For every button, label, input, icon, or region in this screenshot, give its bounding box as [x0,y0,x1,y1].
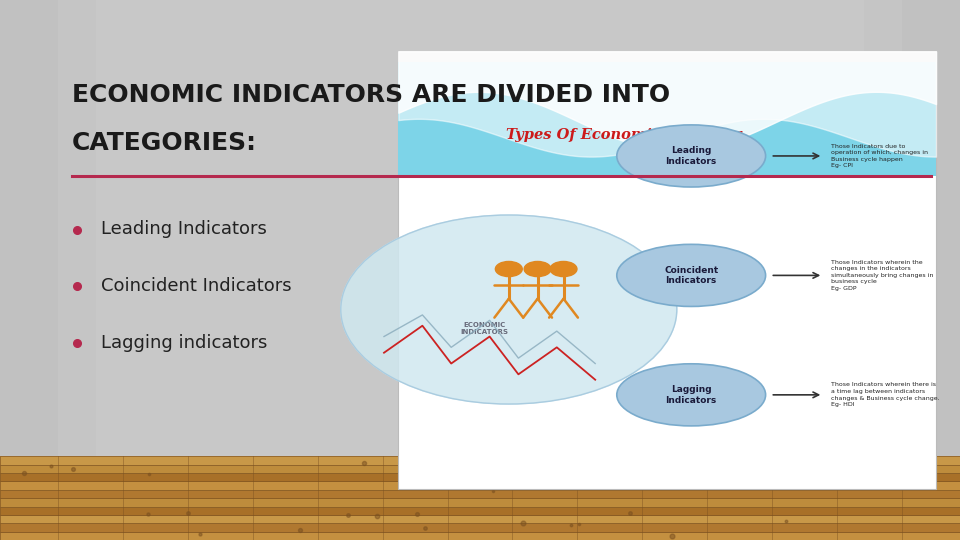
FancyBboxPatch shape [0,498,960,507]
Text: CATEGORIES:: CATEGORIES: [72,131,257,155]
FancyBboxPatch shape [0,531,960,540]
FancyBboxPatch shape [0,0,960,456]
Text: ECONOMIC
INDICATORS: ECONOMIC INDICATORS [461,322,509,335]
Ellipse shape [616,364,765,426]
FancyBboxPatch shape [398,62,936,176]
Text: Those Indicators wherein the
changes in the indicators
simultaneously bring chan: Those Indicators wherein the changes in … [830,260,933,291]
FancyBboxPatch shape [0,482,960,490]
Text: Types Of Economic Indicator: Types Of Economic Indicator [506,128,742,142]
Ellipse shape [616,125,765,187]
Text: Lagging
Indicators: Lagging Indicators [665,385,717,404]
Circle shape [550,261,577,276]
Text: Those Indicators wherein there is
a time lag between indicators
changes & Busine: Those Indicators wherein there is a time… [830,382,940,407]
Text: Those Indicators due to
operation of which, changes in
Business cycle happen
Eg-: Those Indicators due to operation of whi… [830,144,928,168]
Text: Coincident Indicators: Coincident Indicators [101,277,292,295]
FancyBboxPatch shape [0,0,58,456]
FancyBboxPatch shape [902,0,960,456]
FancyBboxPatch shape [0,456,960,464]
FancyBboxPatch shape [398,62,936,489]
Circle shape [341,215,677,404]
Text: Lagging indicators: Lagging indicators [101,334,267,352]
FancyBboxPatch shape [0,523,960,531]
FancyBboxPatch shape [0,507,960,515]
Text: ECONOMIC INDICATORS ARE DIVIDED INTO: ECONOMIC INDICATORS ARE DIVIDED INTO [72,83,670,106]
Circle shape [495,261,522,276]
Text: Leading
Indicators: Leading Indicators [665,146,717,166]
FancyBboxPatch shape [0,473,960,482]
Text: Coincident
Indicators: Coincident Indicators [664,266,718,285]
FancyBboxPatch shape [0,515,960,523]
Text: Leading Indicators: Leading Indicators [101,220,267,239]
FancyBboxPatch shape [0,0,96,456]
FancyBboxPatch shape [864,0,960,456]
FancyBboxPatch shape [0,456,960,540]
FancyBboxPatch shape [0,490,960,498]
Circle shape [524,261,551,276]
Ellipse shape [616,244,765,306]
FancyBboxPatch shape [0,464,960,473]
